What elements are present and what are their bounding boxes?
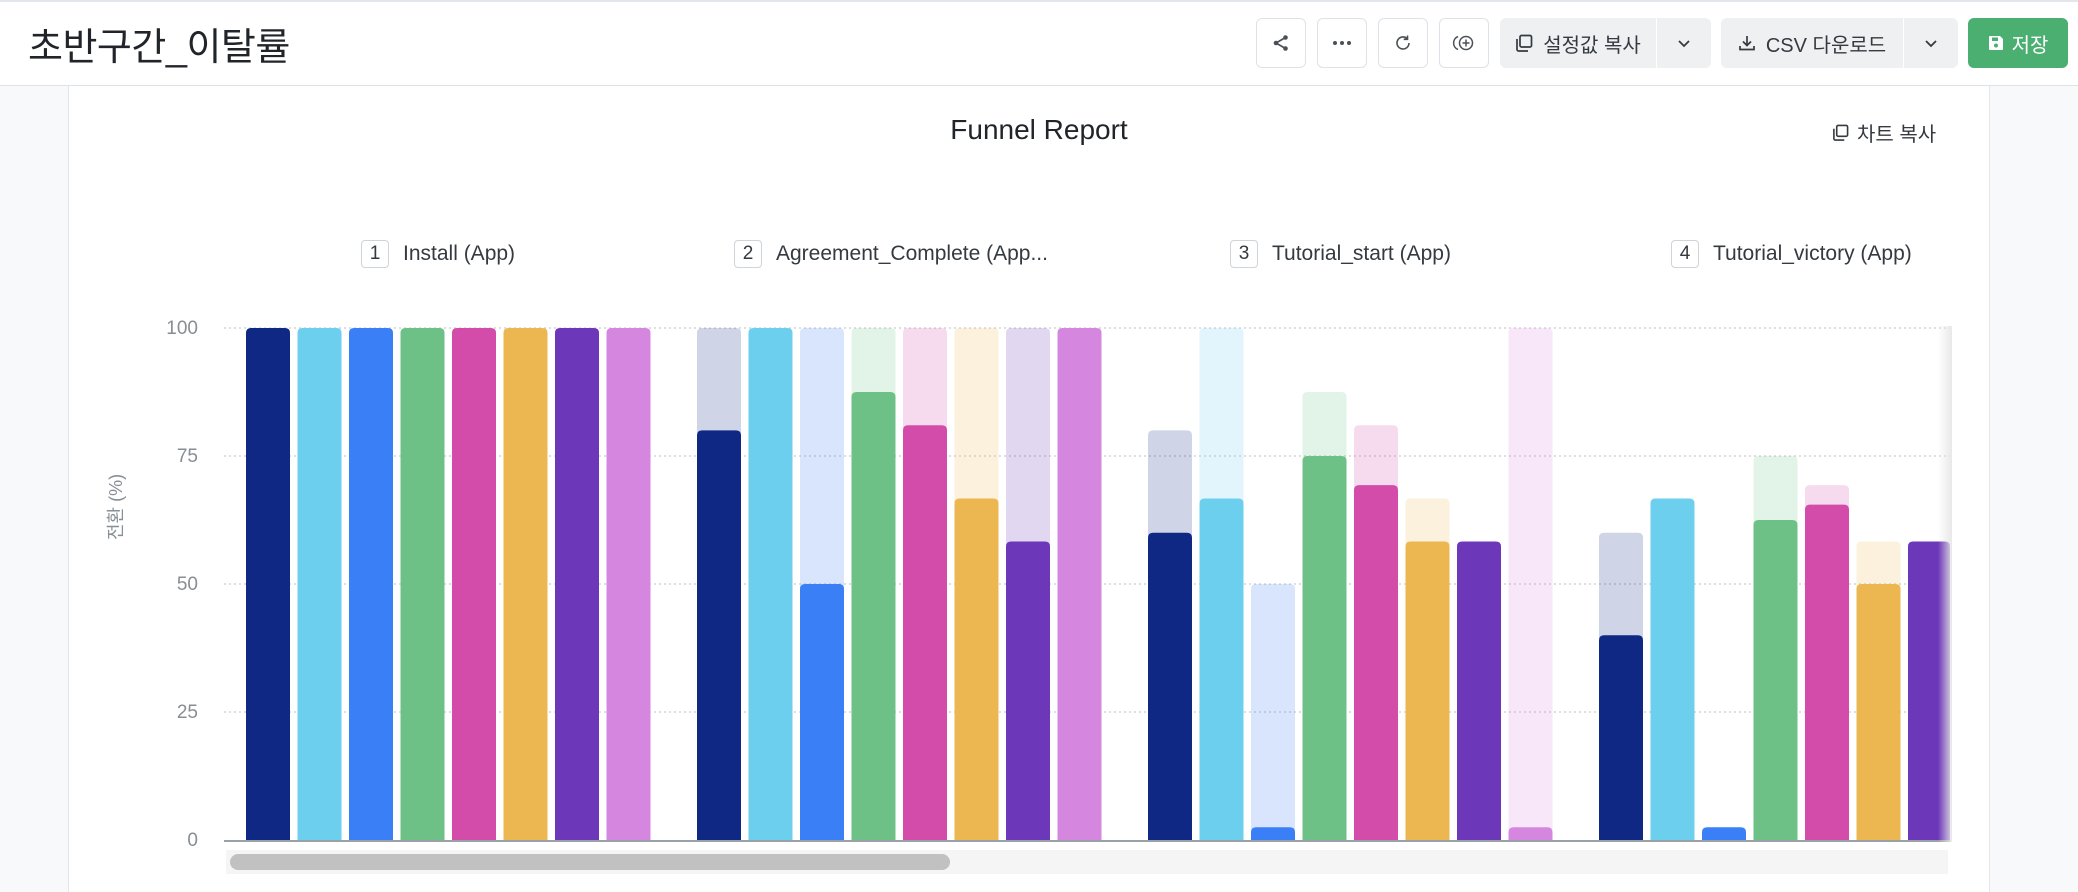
step-label: Install (App) <box>403 242 516 265</box>
share-button[interactable] <box>1256 18 1306 68</box>
conversion-bar <box>1508 827 1553 840</box>
step-number: 4 <box>1671 240 1699 268</box>
step-label: Tutorial_victory (App) <box>1713 242 1912 265</box>
copy-chart-button[interactable]: 차트 복사 <box>1832 118 1936 147</box>
dropoff-bar <box>1006 328 1050 547</box>
chart-title: Funnel Report <box>950 114 1128 145</box>
conversion-bar <box>1599 635 1643 840</box>
y-tick-label: 25 <box>176 702 198 723</box>
conversion-bar <box>1650 498 1695 840</box>
dropoff-bar <box>1753 456 1798 525</box>
step-label: Agreement_Complete (App... <box>776 242 1048 265</box>
refresh-button[interactable] <box>1378 18 1428 68</box>
conversion-bar <box>1753 520 1798 840</box>
conversion-bar <box>800 584 844 840</box>
funnel-step-4: 4 Tutorial_victory (App) <box>1671 240 1912 268</box>
conversion-bar <box>1805 504 1849 840</box>
dropoff-bar <box>1805 485 1849 510</box>
dropoff-bar <box>1856 541 1901 589</box>
dropoff-bar <box>1199 328 1244 504</box>
copy-icon <box>1516 34 1533 52</box>
funnel-step-3: 3 Tutorial_start (App) <box>1230 240 1451 268</box>
conversion-bar <box>1354 485 1398 840</box>
copy-icon <box>1833 124 1849 141</box>
refresh-icon <box>1396 35 1410 50</box>
conversion-bar <box>697 430 741 840</box>
conversion-bar <box>400 328 445 840</box>
more-button[interactable] <box>1317 18 1367 68</box>
conversion-bar <box>297 328 342 840</box>
dropoff-bar <box>903 328 947 431</box>
more-icon <box>1333 41 1351 45</box>
add-to-dashboard-button[interactable] <box>1439 18 1489 68</box>
dropoff-bar <box>1405 498 1450 547</box>
conversion-bar <box>1251 827 1295 840</box>
step-label: Tutorial_start (App) <box>1272 242 1451 265</box>
dropoff-bar <box>1251 584 1295 833</box>
csv-download-dropdown[interactable] <box>1904 18 1958 68</box>
dropoff-bar <box>1302 392 1347 461</box>
conversion-bar <box>246 328 290 840</box>
dropoff-bar <box>1148 430 1192 538</box>
funnel-step-2: 2 Agreement_Complete (App... <box>734 240 1048 268</box>
conversion-bar <box>1702 827 1746 840</box>
add-circle-icon <box>1452 35 1474 51</box>
save-label: 저장 <box>2011 34 2049 57</box>
conversion-bar <box>903 425 947 840</box>
conversion-bar <box>1457 541 1501 840</box>
y-tick-label: 75 <box>176 446 198 467</box>
divider <box>1656 20 1657 66</box>
y-tick-label: 0 <box>187 830 198 851</box>
save-button[interactable]: 저장 <box>1968 18 2068 68</box>
page-title: 초반구간_이탈률 <box>28 27 290 69</box>
funnel-step-1: 1 Install (App) <box>361 240 515 268</box>
step-number: 2 <box>734 240 762 268</box>
share-icon <box>1273 35 1288 51</box>
dropoff-bar <box>1508 328 1553 833</box>
conversion-bar <box>555 328 599 840</box>
conversion-bar <box>1006 541 1050 840</box>
conversion-bar <box>1057 328 1102 840</box>
chart-scroll-thumb[interactable] <box>230 854 950 870</box>
conversion-bar <box>503 328 548 840</box>
y-tick-label: 100 <box>166 318 198 339</box>
dropoff-bar <box>851 328 896 397</box>
csv-download-label: CSV 다운로드 <box>1765 34 1887 57</box>
conversion-bar <box>606 328 651 840</box>
dropoff-bar <box>1354 425 1398 491</box>
copy-chart-label: 차트 복사 <box>1857 124 1937 146</box>
conversion-bar <box>349 328 393 840</box>
conversion-bar <box>748 328 793 840</box>
conversion-bar <box>1856 584 1901 840</box>
divider <box>1903 20 1904 66</box>
scroll-fade <box>1938 326 1952 842</box>
dropoff-bar <box>800 328 844 589</box>
copy-settings-button[interactable]: 설정값 복사 <box>1500 18 1656 68</box>
csv-download-button[interactable]: CSV 다운로드 <box>1721 18 1903 68</box>
step-number: 1 <box>361 240 389 268</box>
y-tick-label: 50 <box>176 574 198 595</box>
conversion-bar <box>1302 456 1347 840</box>
top-bar: 초반구간_이탈률 설정값 복사 <box>0 0 2078 86</box>
save-icon <box>1988 36 2003 50</box>
dropoff-bar <box>954 328 999 504</box>
dropoff-bar <box>697 328 741 436</box>
copy-settings-label: 설정값 복사 <box>1543 34 1641 57</box>
copy-settings-dropdown[interactable] <box>1657 18 1711 68</box>
step-number: 3 <box>1230 240 1258 268</box>
chevron-down-icon <box>1925 39 1937 47</box>
conversion-bar <box>1148 532 1192 840</box>
download-icon <box>1739 36 1755 51</box>
conversion-bar <box>1405 541 1450 840</box>
conversion-bar <box>1199 498 1244 840</box>
dropoff-bar <box>1599 532 1643 641</box>
conversion-bar <box>452 328 496 840</box>
conversion-bar <box>851 392 896 840</box>
chevron-down-icon <box>1678 39 1690 47</box>
conversion-bar <box>954 498 999 840</box>
